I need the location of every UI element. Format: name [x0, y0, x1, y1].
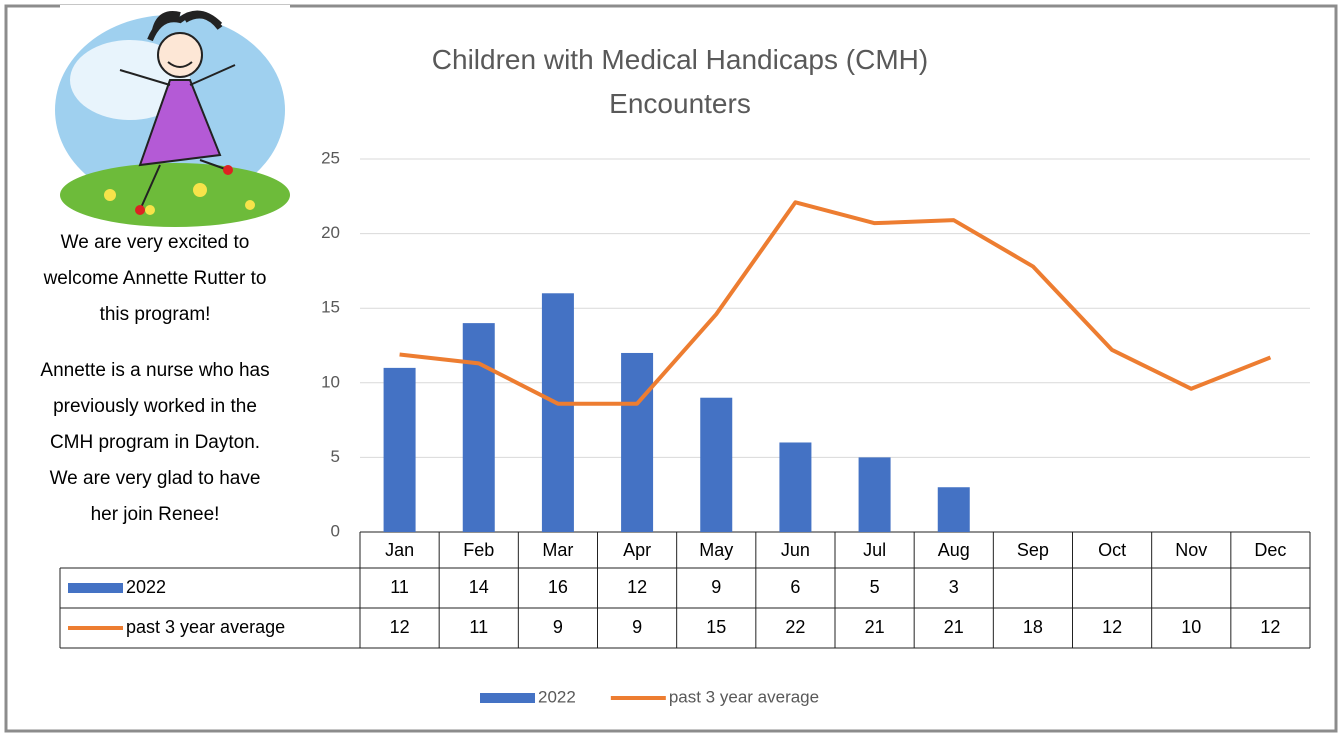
line: [400, 202, 1271, 403]
x-tick-label: Feb: [463, 540, 494, 560]
y-tick-label: 15: [321, 298, 340, 317]
legend-key: [480, 693, 535, 703]
legend-label: 2022: [538, 687, 576, 706]
table-series-name: 2022: [126, 577, 166, 597]
x-tick-label: Aug: [938, 540, 970, 560]
y-tick-label: 20: [321, 223, 340, 242]
x-tick-label: Jul: [863, 540, 886, 560]
table-series-name: past 3 year average: [126, 617, 285, 637]
y-tick-label: 25: [321, 148, 340, 167]
x-tick-label: Mar: [542, 540, 573, 560]
table-cell: 9: [632, 617, 642, 637]
bar: [859, 457, 891, 532]
table-cell: 21: [865, 617, 885, 637]
x-tick-label: May: [699, 540, 733, 560]
x-tick-label: Oct: [1098, 540, 1126, 560]
y-tick-label: 10: [321, 372, 340, 391]
bar: [542, 293, 574, 532]
x-tick-label: Jan: [385, 540, 414, 560]
table-cell: 12: [627, 577, 647, 597]
sidebar-text: CMH program in Dayton.: [50, 432, 260, 453]
legend-key: [68, 583, 123, 593]
bar: [621, 353, 653, 532]
table-cell: 12: [390, 617, 410, 637]
table-cell: 21: [944, 617, 964, 637]
x-tick-label: Sep: [1017, 540, 1049, 560]
x-tick-label: Nov: [1175, 540, 1207, 560]
sidebar-text: previously worked in the: [53, 396, 257, 417]
y-tick-label: 0: [331, 521, 340, 540]
x-tick-label: Jun: [781, 540, 810, 560]
bar: [938, 487, 970, 532]
x-tick-label: Dec: [1254, 540, 1286, 560]
table-cell: 12: [1102, 617, 1122, 637]
table-cell: 14: [469, 577, 489, 597]
illustration: [55, 5, 290, 227]
bar: [700, 398, 732, 532]
sidebar-text: We are very excited to: [61, 232, 250, 253]
bar: [779, 442, 811, 532]
table-cell: 5: [870, 577, 880, 597]
table-cell: 11: [390, 577, 409, 597]
y-tick-label: 5: [331, 447, 340, 466]
legend-label: past 3 year average: [669, 687, 819, 706]
table-cell: 11: [469, 617, 488, 637]
table-cell: 22: [785, 617, 805, 637]
sidebar-text: We are very glad to have: [50, 468, 261, 489]
bar: [463, 323, 495, 532]
table-cell: 9: [553, 617, 563, 637]
sidebar-text: this program!: [100, 304, 211, 325]
table-cell: 6: [790, 577, 800, 597]
bar: [384, 368, 416, 532]
table-cell: 3: [949, 577, 959, 597]
table-cell: 15: [706, 617, 726, 637]
table-cell: 12: [1260, 617, 1280, 637]
table-cell: 10: [1181, 617, 1201, 637]
table-cell: 16: [548, 577, 568, 597]
sidebar-text: her join Renee!: [91, 504, 220, 525]
sidebar-text: Annette is a nurse who has: [40, 360, 269, 381]
x-tick-label: Apr: [623, 540, 651, 560]
chart-title: Children with Medical Handicaps (CMH) En…: [360, 38, 1000, 126]
table-cell: 9: [711, 577, 721, 597]
sidebar-text: welcome Annette Rutter to: [43, 268, 267, 289]
page: We are very excited to welcome Annette Ru…: [0, 0, 1342, 737]
table-cell: 18: [1023, 617, 1043, 637]
